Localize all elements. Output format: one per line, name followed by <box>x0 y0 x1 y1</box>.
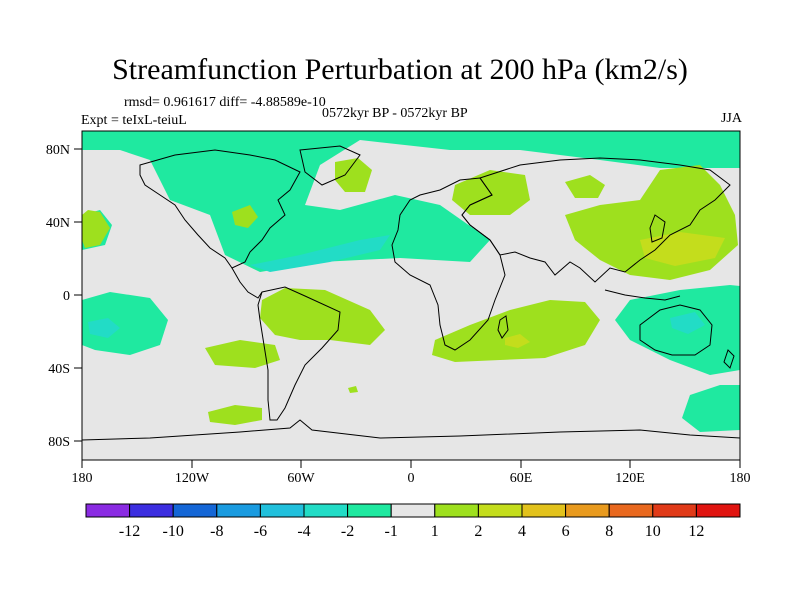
atlantic-negative-core <box>250 235 390 272</box>
x-label-180e: 180 <box>730 471 751 486</box>
colorbar-swatch <box>216 503 261 518</box>
colorbar-label: -4 <box>297 523 310 540</box>
colorbar-swatch <box>85 503 131 518</box>
new-zealand-coastline <box>723 349 735 369</box>
north-atlantic-positive-region <box>335 158 372 192</box>
coastlines <box>82 145 740 441</box>
greenland-positive-region <box>232 205 258 228</box>
y-label-40S: 40S <box>48 362 70 377</box>
x-label-180w: 180 <box>72 471 93 486</box>
asia-coastline <box>461 157 731 283</box>
x-label-60w: 60W <box>287 471 315 486</box>
colorbar-label: 8 <box>605 523 613 540</box>
east-asia-positive-core <box>640 232 725 266</box>
south-america-coastline <box>257 286 341 421</box>
indonesia-coastline <box>604 289 681 301</box>
x-label-120w: 120W <box>175 471 210 486</box>
south-atlantic-positive-region <box>260 288 385 345</box>
colorbar-label: -2 <box>341 523 354 540</box>
experiment-label: Expt = teIxL-teiuL <box>81 113 187 128</box>
colorbar-label: 12 <box>688 523 704 540</box>
colorbar-label: 2 <box>474 523 482 540</box>
y-label-80N: 80N <box>46 143 70 158</box>
colorbar-swatch <box>652 503 697 518</box>
colorbar-label: -6 <box>254 523 267 540</box>
colorbar-swatch <box>172 503 218 518</box>
colorbar-swatch <box>347 503 392 518</box>
arctic-negative-region <box>82 131 740 272</box>
colorbar-label: 1 <box>431 523 439 540</box>
period-label: 0572kyr BP - 0572kyr BP <box>322 106 468 121</box>
x-label-120e: 120E <box>615 471 645 486</box>
colorbar-swatch <box>303 503 349 518</box>
colorbar-label: -10 <box>163 523 184 540</box>
south-atlantic-small-positive <box>348 386 358 393</box>
y-label-0: 0 <box>63 289 70 304</box>
north-america-coastline <box>139 149 301 269</box>
rmsd-diff-stats: rmsd= 0.961617 diff= -4.88589e-10 <box>124 95 326 110</box>
x-label-0: 0 <box>408 471 415 486</box>
colorbar: -12 -10 -8 -6 -4 -2 -1 1 2 4 6 8 10 12 <box>85 503 741 540</box>
colorbar-swatch <box>695 503 741 518</box>
x-label-60e: 60E <box>510 471 533 486</box>
colorbar-label: 4 <box>518 523 526 540</box>
scandinavia-positive-region <box>565 175 605 198</box>
indian-ocean-positive-core <box>505 334 530 348</box>
madagascar-coastline <box>497 315 509 339</box>
north-pacific-positive-region <box>82 210 110 248</box>
plot-title: Streamfunction Perturbation at 200 hPa (… <box>112 53 688 86</box>
colorbar-label: 6 <box>562 523 570 540</box>
japan-coastline <box>649 214 666 243</box>
europe-positive-region <box>452 170 530 215</box>
colorbar-swatch <box>521 503 567 518</box>
south-pacific-negative-core <box>88 318 120 338</box>
antarctica-coastline <box>82 419 740 441</box>
y-label-80S: 80S <box>48 435 70 450</box>
southern-ocean-negative-region <box>682 385 740 432</box>
contour-fills <box>82 131 740 432</box>
tick-marks <box>74 148 741 468</box>
south-pacific-positive-region <box>205 340 280 368</box>
colorbar-label: -1 <box>385 523 398 540</box>
colorbar-swatch <box>434 503 479 518</box>
indian-ocean-positive-region <box>432 300 600 362</box>
southern-ocean-positive-region <box>208 405 262 425</box>
australia-negative-core <box>670 312 705 334</box>
colorbar-swatch <box>259 503 305 518</box>
y-label-40N: 40N <box>46 216 70 231</box>
season-label: JJA <box>720 111 742 126</box>
greenland-coastline <box>299 145 361 186</box>
colorbar-swatch <box>477 503 523 518</box>
colorbar-label: 10 <box>645 523 661 540</box>
axis-labels: 80N 40N 0 40S 80S 180 120W 60W 0 60E 120… <box>46 143 751 486</box>
colorbar-swatch <box>390 503 436 518</box>
colorbar-swatch <box>129 503 174 518</box>
europe-africa-coastline <box>391 177 506 351</box>
south-pacific-negative-region <box>82 292 168 355</box>
colorbar-swatch <box>565 503 610 518</box>
colorbar-label: -12 <box>119 523 140 540</box>
australia-coastline <box>639 304 713 356</box>
colorbar-swatch <box>608 503 654 518</box>
colorbar-label: -8 <box>210 523 223 540</box>
central-america-coastline <box>231 267 263 299</box>
